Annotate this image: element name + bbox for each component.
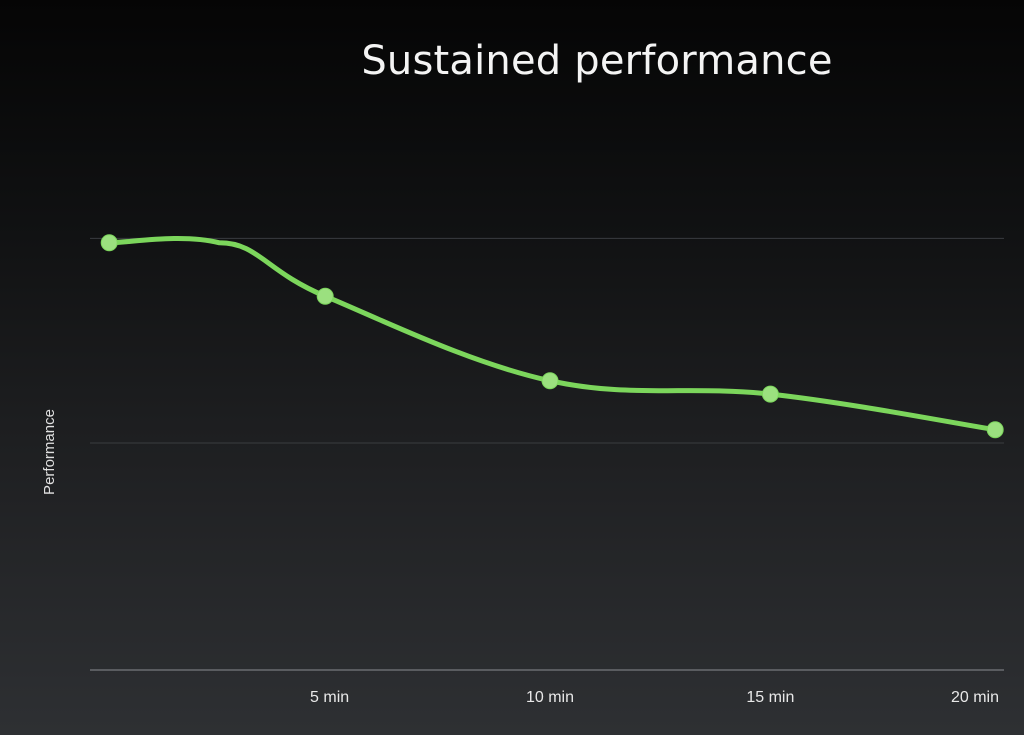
chart-title: Sustained performance — [361, 38, 833, 84]
y-axis-label: Performance — [41, 409, 58, 495]
data-point — [761, 385, 779, 403]
series-markers — [100, 234, 1004, 439]
x-tick-label: 15 min — [746, 689, 794, 706]
data-point — [316, 287, 334, 305]
x-tick-label: 20 min — [951, 689, 999, 706]
x-axis-ticks: 5 min 10 min 15 min 20 min — [310, 689, 999, 706]
data-point — [986, 421, 1004, 439]
x-tick-label: 5 min — [310, 689, 349, 706]
data-point — [541, 372, 559, 390]
gridlines — [90, 237, 1004, 671]
series-line-layer — [106, 236, 998, 433]
series-line — [106, 236, 998, 433]
x-tick-label: 10 min — [526, 689, 574, 706]
data-point — [100, 234, 118, 252]
